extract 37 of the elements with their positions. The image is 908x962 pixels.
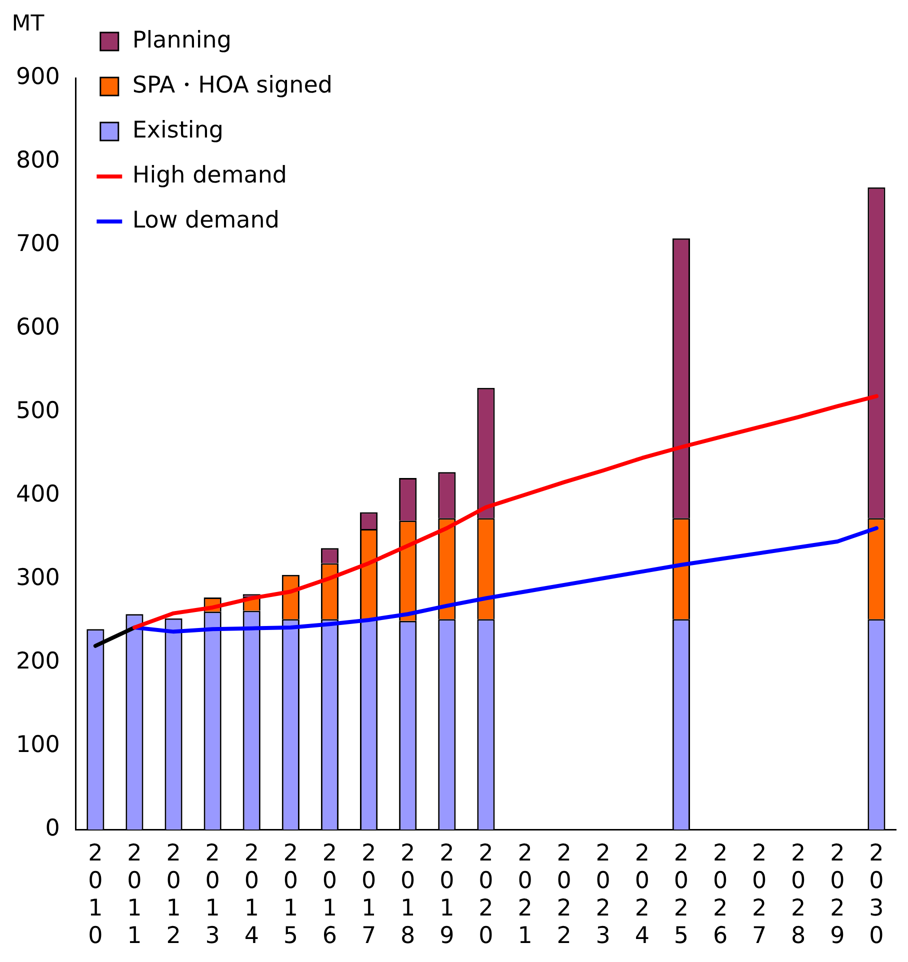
- legend-label: SPA・HOA signed: [132, 72, 332, 98]
- legend-label: High demand: [132, 162, 288, 188]
- x-tick-label: 2020: [478, 840, 494, 950]
- x-tick-label: 2015: [283, 840, 298, 950]
- x-tick-label: 2025: [674, 840, 689, 950]
- legend-label: Low demand: [132, 207, 280, 234]
- x-tick-label: 2026: [712, 840, 728, 950]
- y-tick-label: 600: [16, 314, 60, 340]
- x-tick-label: 2012: [166, 840, 181, 950]
- x-tick-label: 2010: [88, 840, 103, 950]
- x-tick-label: 2013: [205, 840, 220, 950]
- x-tick-label: 2024: [634, 840, 650, 950]
- x-tick-label: 2028: [791, 840, 806, 950]
- x-tick-label: 2014: [244, 840, 259, 950]
- y-tick-label: 200: [16, 648, 60, 675]
- legend-label: Existing: [132, 117, 224, 144]
- x-tick-label: 2018: [400, 840, 416, 950]
- legend-label: Planning: [132, 27, 232, 54]
- y-tick-label: 300: [16, 565, 60, 592]
- x-tick-label: 2029: [830, 840, 845, 950]
- y-axis-title: MT: [12, 12, 45, 37]
- x-tick-label: 2011: [127, 840, 142, 950]
- x-tick-label: 2019: [440, 840, 454, 950]
- x-tick-label: 2027: [752, 840, 767, 950]
- x-tick-label: 2016: [322, 840, 338, 950]
- x-tick-label: 2030: [869, 840, 884, 950]
- y-tick-label: 700: [16, 230, 60, 257]
- x-tick-label: 2017: [361, 840, 376, 950]
- x-tick-label: 2022: [556, 840, 572, 950]
- y-tick-label: 900: [16, 64, 60, 90]
- y-tick-label: 800: [16, 147, 60, 174]
- x-tick-label: 2021: [518, 840, 532, 950]
- y-tick-label: 0: [45, 816, 60, 842]
- y-tick-label: 500: [16, 398, 60, 424]
- x-tick-label: 2023: [596, 840, 610, 950]
- y-tick-label: 100: [16, 732, 60, 758]
- y-tick-label: 400: [16, 482, 60, 508]
